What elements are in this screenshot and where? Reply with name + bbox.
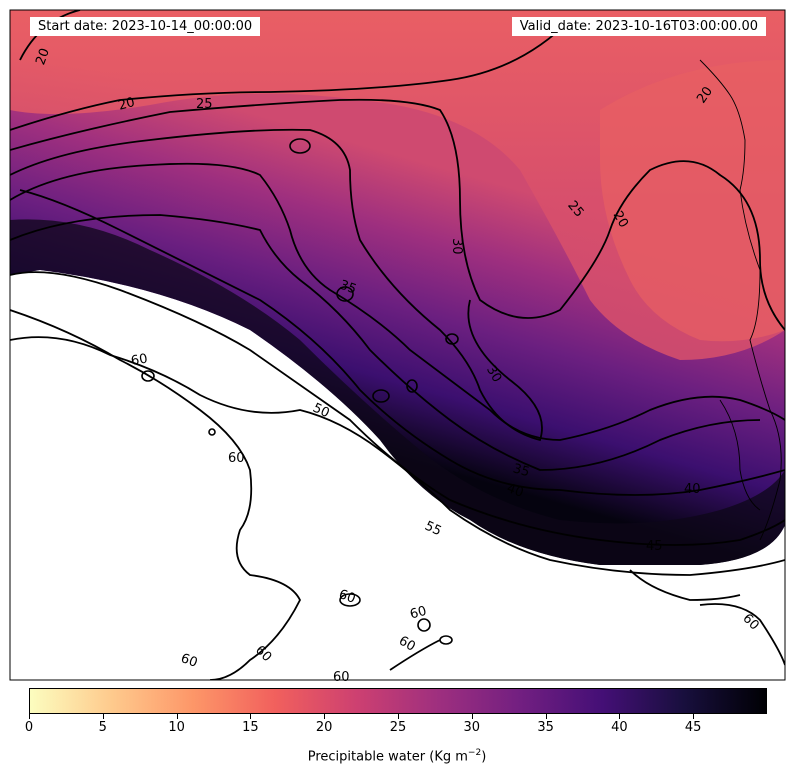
contour-label: 60 <box>333 670 350 685</box>
colorbar-tick <box>398 714 399 719</box>
pw-field-upper <box>10 10 785 360</box>
valid-date-label: Valid_date: 2023-10-16T03:00:00.00 <box>511 17 766 36</box>
colorbar-tick-label: 45 <box>684 720 702 735</box>
contour-label: 60 <box>337 587 358 607</box>
contour-label: 60 <box>396 633 418 654</box>
colorbar-tick-label: 40 <box>611 720 628 735</box>
contour-label: 60 <box>179 651 200 671</box>
contour-label: 55 <box>422 519 443 540</box>
contour-lines <box>10 10 785 680</box>
contour-label: 20 <box>117 95 137 114</box>
colorbar-tick-label: 30 <box>463 720 481 735</box>
colorbar-tick <box>176 714 178 719</box>
contour-label: 40 <box>505 481 526 501</box>
colorbar-tick <box>545 714 547 719</box>
contour-label: 30 <box>483 363 504 385</box>
contour-label: 30 <box>449 238 464 255</box>
colorbar-tick <box>29 714 30 719</box>
colorbar-tick-label: 20 <box>315 720 333 735</box>
colorbar-tick <box>471 714 473 719</box>
start-date-label: Start date: 2023-10-14_00:00:00 <box>30 17 261 36</box>
contour-label: 40 <box>684 482 701 497</box>
colorbar-tick-label: 15 <box>242 720 259 735</box>
pw-field-dark <box>10 219 785 565</box>
colorbar-tick <box>693 714 695 719</box>
contour-label: 60 <box>408 604 428 623</box>
coastline <box>699 59 782 541</box>
contour-label: 25 <box>196 97 213 112</box>
pw-field-east <box>600 60 785 342</box>
precipitable-water-map: 20 20 25 20 25 20 30 35 30 35 40 40 45 5… <box>9 9 786 685</box>
contour-label: 60 <box>130 351 149 369</box>
colorbar-tick <box>619 714 621 719</box>
colorbar-label: Precipitable water (Kg m−2) <box>307 748 487 765</box>
colorbar-tick <box>250 714 252 719</box>
contour-label: 35 <box>338 278 359 298</box>
colorbar <box>29 688 767 714</box>
contour-label: 20 <box>610 209 631 231</box>
contour-label: 20 <box>33 46 53 67</box>
contour-label: 35 <box>511 461 531 480</box>
colorbar-tick-label: 0 <box>24 720 34 735</box>
colorbar-tick-label: 35 <box>537 720 554 735</box>
colorbar-tick-label: 25 <box>389 720 407 735</box>
colorbar-tick-label: 5 <box>98 720 107 735</box>
colorbar-tick-label: 10 <box>168 720 185 735</box>
contour-label: 60 <box>228 451 245 466</box>
colorbar-tick <box>324 714 326 719</box>
map-frame <box>9 9 786 681</box>
contour-label-group: 20 20 25 20 25 20 30 35 30 35 40 40 45 5… <box>33 46 761 685</box>
contour-label: 50 <box>310 401 331 422</box>
contour-label: 45 <box>646 539 663 554</box>
colorbar-tick <box>102 714 104 719</box>
